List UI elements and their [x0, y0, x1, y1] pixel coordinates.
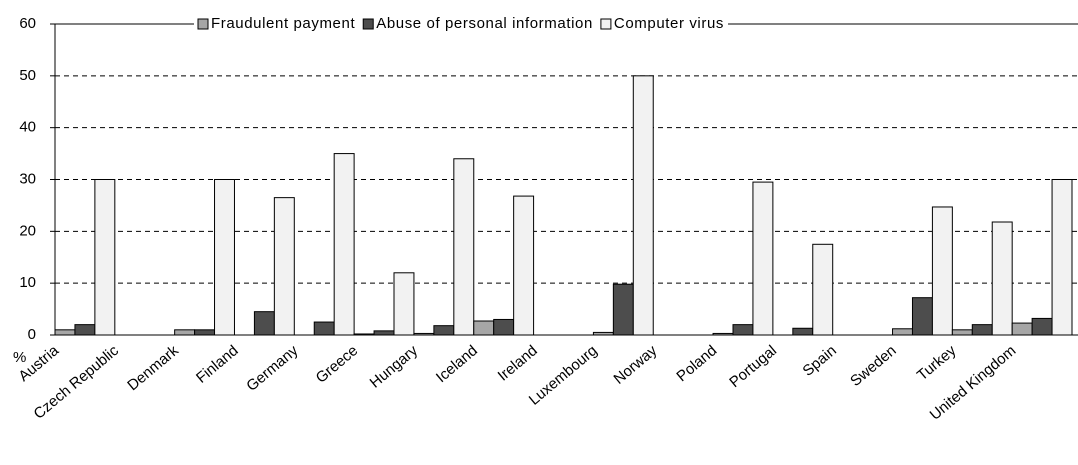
bar	[513, 195, 535, 336]
bar	[732, 324, 754, 336]
bar	[194, 329, 216, 336]
legend-label: Computer virus	[614, 15, 724, 32]
bar	[54, 329, 76, 336]
bar	[812, 243, 834, 336]
legend-label: Fraudulent payment	[211, 15, 355, 32]
y-tick-label: 50	[19, 67, 36, 84]
x-tick-label: Sweden	[847, 342, 899, 390]
bar	[892, 328, 913, 336]
bar	[214, 179, 235, 336]
legend-swatch	[362, 18, 374, 30]
x-tick-label: Germany	[243, 342, 302, 395]
y-tick-label: 20	[19, 222, 36, 239]
bar	[493, 318, 515, 336]
y-tick-label: 30	[19, 170, 36, 187]
bar	[174, 329, 196, 336]
y-axis-label: %	[13, 349, 26, 366]
x-tick-label: Turkey	[914, 342, 960, 384]
x-tick-label: Portugal	[726, 342, 780, 391]
bar	[612, 283, 634, 336]
x-tick-label: Finland	[193, 342, 242, 387]
y-tick-label: 0	[28, 326, 36, 343]
x-tick-label: Poland	[673, 342, 720, 385]
bar	[273, 197, 295, 336]
bar	[453, 158, 475, 336]
bar	[792, 327, 814, 336]
bar	[433, 325, 455, 336]
x-tick-label: Hungary	[367, 342, 422, 392]
x-tick-label: Denmark	[124, 342, 182, 394]
bar	[752, 181, 774, 336]
bar	[1031, 317, 1053, 336]
legend-label: Abuse of personal information	[376, 15, 593, 32]
bar	[1051, 179, 1073, 336]
y-tick-label: 40	[19, 119, 36, 136]
bar	[74, 324, 96, 336]
bar	[253, 311, 275, 336]
bar	[931, 206, 953, 336]
bar	[991, 221, 1013, 336]
x-tick-label: Norway	[610, 342, 660, 388]
bar	[951, 329, 973, 336]
y-tick-label: 60	[19, 15, 36, 32]
bar	[632, 75, 654, 336]
x-tick-label: Spain	[800, 342, 840, 380]
y-tick-label: 10	[19, 274, 36, 291]
bar	[373, 330, 395, 336]
legend-swatch	[600, 18, 612, 30]
bar	[1011, 322, 1033, 336]
bar	[313, 321, 335, 336]
legend: Fraudulent payment Abuse of personal info…	[194, 14, 729, 34]
x-tick-label: Ireland	[495, 342, 541, 385]
bar	[393, 272, 415, 336]
bar	[473, 320, 495, 336]
x-tick-label: Iceland	[433, 342, 481, 386]
legend-swatch	[197, 18, 209, 30]
bar	[94, 179, 116, 336]
bar	[971, 324, 993, 336]
legend-background	[194, 14, 729, 34]
bar	[911, 297, 933, 336]
bar	[333, 153, 355, 336]
x-tick-label: Greece	[313, 342, 362, 387]
